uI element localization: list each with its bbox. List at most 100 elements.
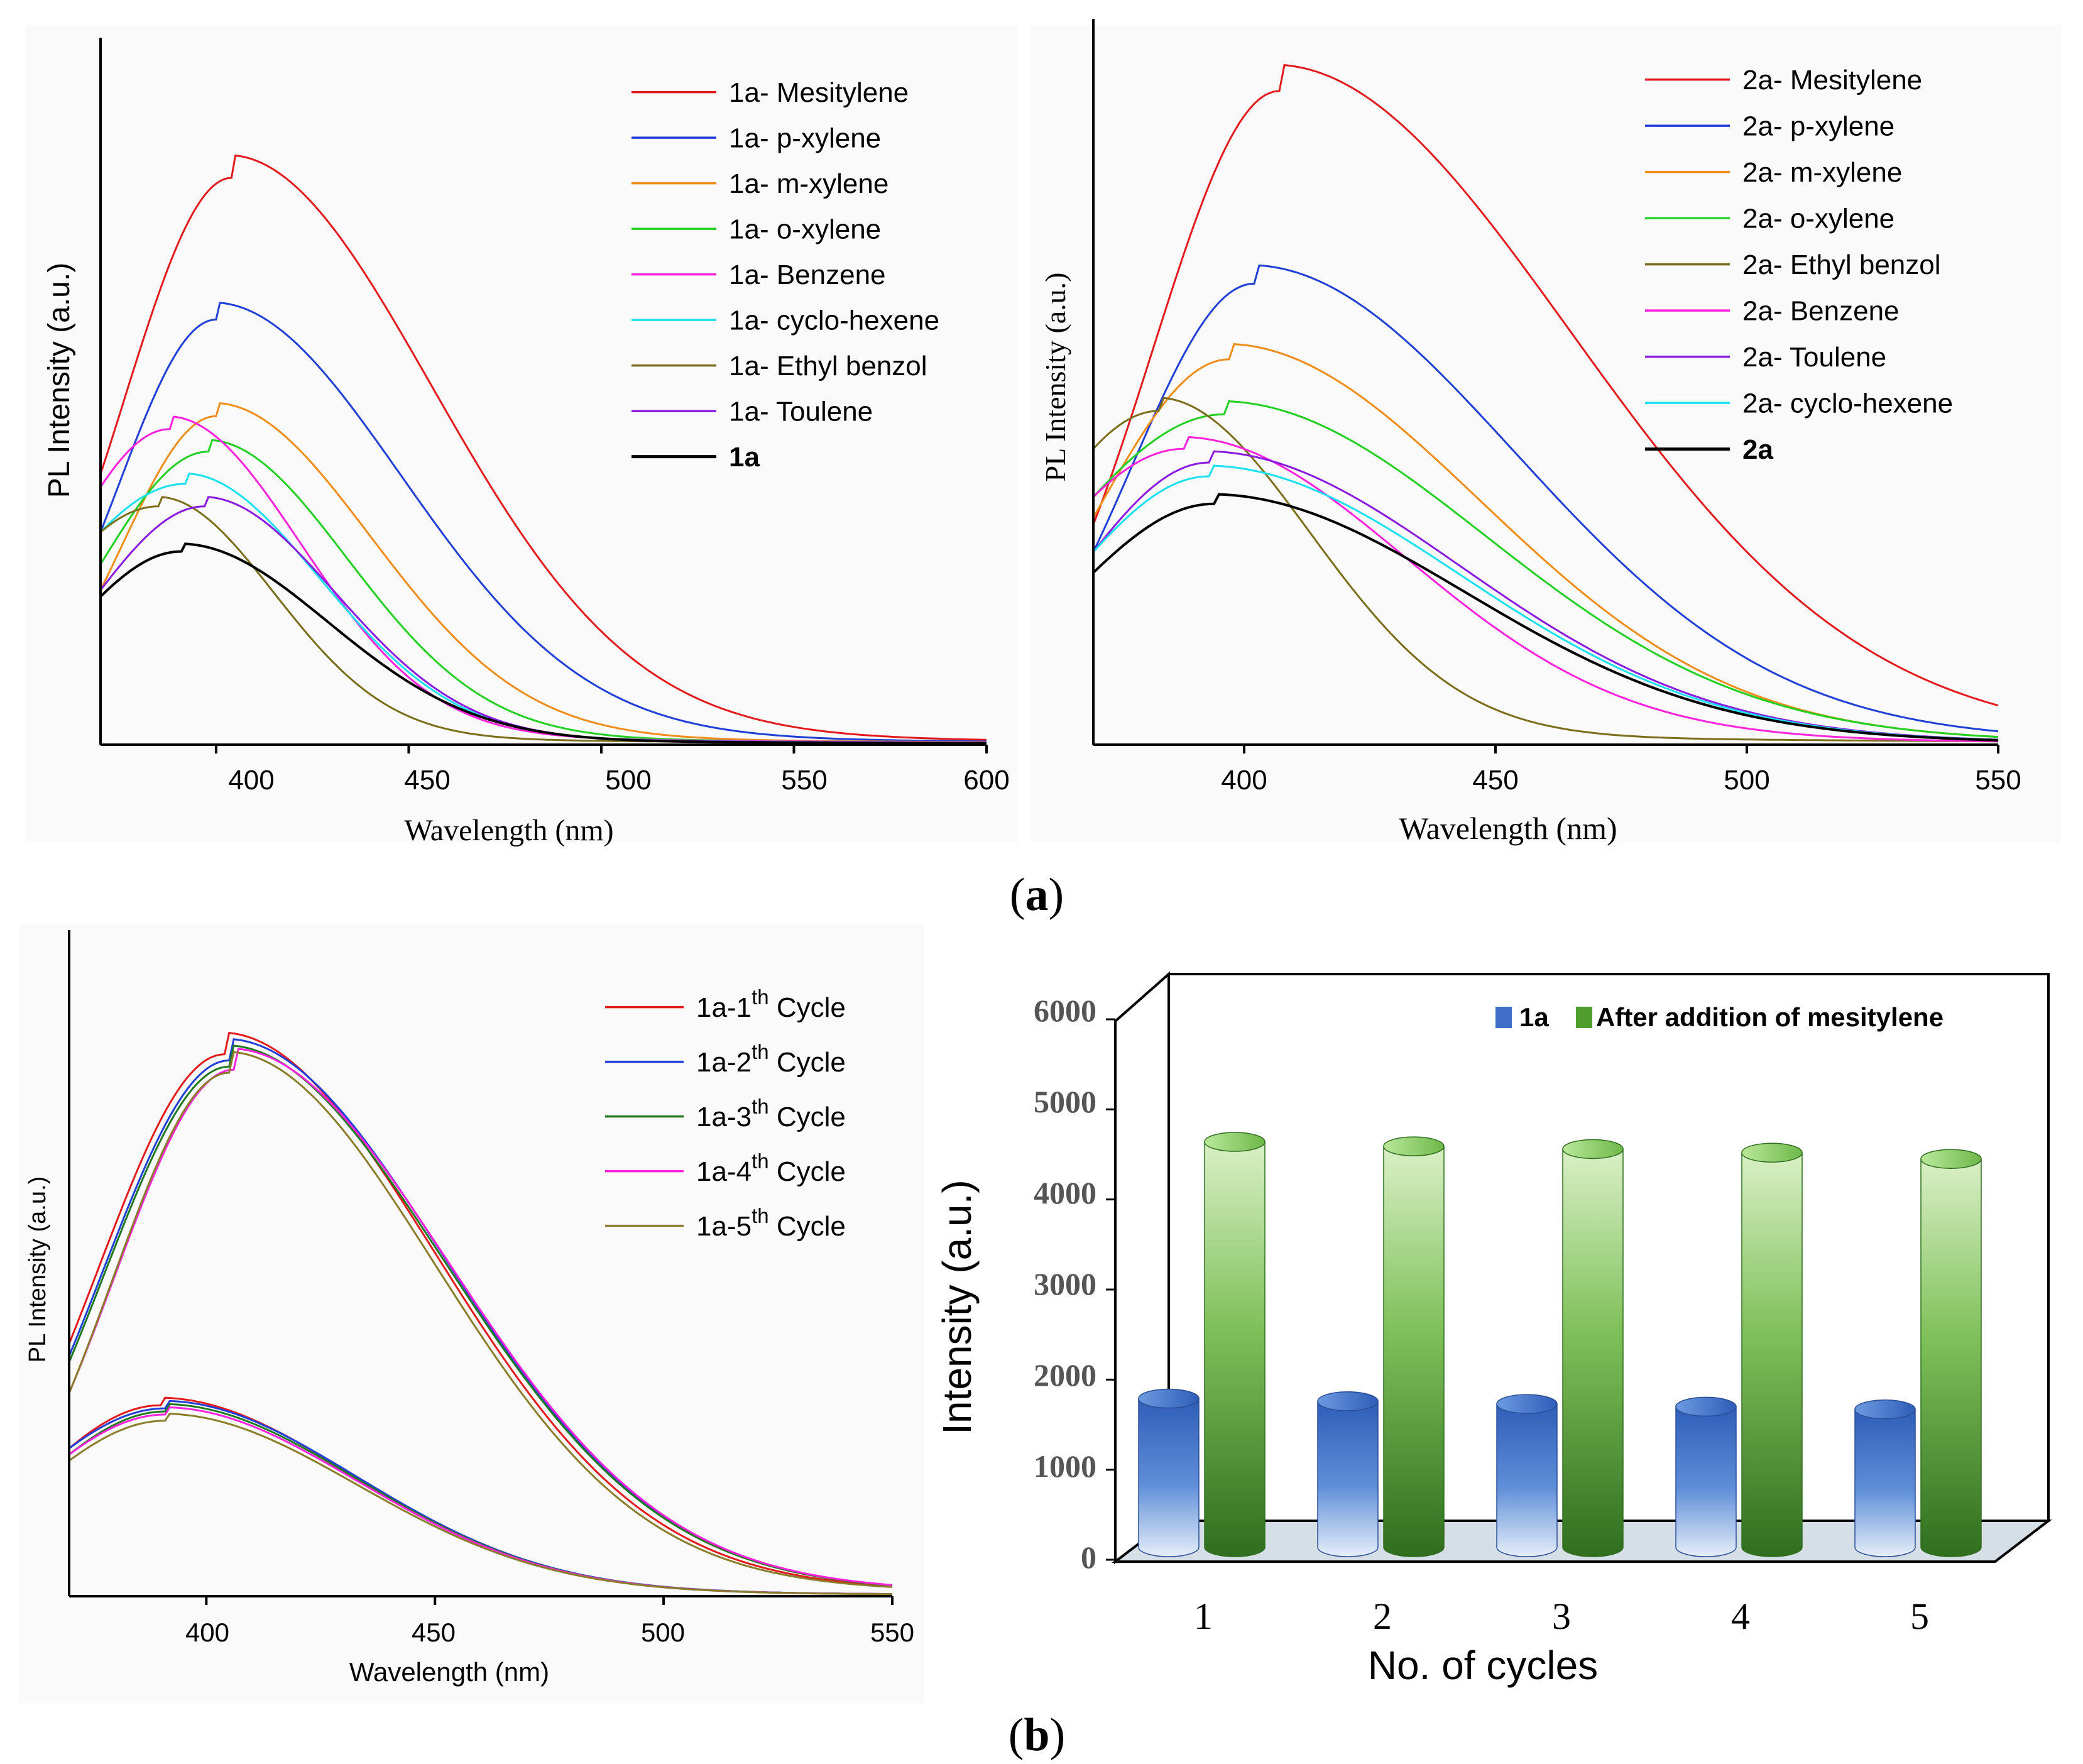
plot3-legend-name: 1a-2 <box>696 1047 752 1078</box>
plot3-tick-label: 450 <box>412 1618 456 1647</box>
plot3-series-line <box>68 1031 893 1587</box>
plot3-tick-label: 550 <box>870 1618 914 1647</box>
plot4-bar-mesitylene-top <box>1920 1149 1982 1169</box>
plot4-bar-mesitylene-top <box>1741 1142 1803 1163</box>
plot1-series-line <box>99 542 987 745</box>
plot4-bar-mesitylene <box>1383 1146 1445 1557</box>
plot3-legend-sup: th <box>752 1204 769 1227</box>
caption-b: (b) <box>1009 1709 1065 1761</box>
plot1-legend-label: 1a <box>729 442 760 473</box>
plot1-tick-label: 450 <box>404 765 450 796</box>
plot3-legend-name: 1a-1 <box>696 992 752 1023</box>
plot4-legend-label-mesitylene: After addition of mesitylene <box>1596 1002 1944 1032</box>
plot3-y-label: PL Intensity (a.u.) <box>25 1176 51 1362</box>
plot3-legend-sup: th <box>752 1149 769 1173</box>
plot3-legend-suffix: Cycle <box>769 1156 846 1187</box>
plot4-bar-1a-top <box>1138 1388 1200 1409</box>
plot3-legend-name: 1a-5 <box>696 1211 752 1242</box>
plot1-legend: 1a- Mesitylene 1a- p-xylene 1a- m-xylene 1a… <box>631 77 939 473</box>
plot4-bar-1a <box>1138 1398 1200 1557</box>
plot4-bar-mesitylene <box>1204 1141 1266 1557</box>
plot1-chart: 400 450 500 550 600 Wavelength (nm) PL I… <box>25 25 1018 847</box>
plot4-y-tick-label: 6000 <box>1034 993 1096 1028</box>
plot2-chart: 400 450 500 550 Wavelength (nm) PL Inten… <box>1031 19 2061 846</box>
plot1-legend-label: 1a- Mesitylene <box>729 77 909 108</box>
plot1-tick-label: 550 <box>781 765 827 796</box>
plot1-series-line <box>99 154 987 741</box>
plot3-legend-name: 1a-3 <box>696 1102 752 1132</box>
plot2-legend-label: 2a- cyclo-hexene <box>1742 388 1953 419</box>
plot1-tick-label: 400 <box>228 765 274 796</box>
plot2-background <box>1031 25 2061 842</box>
plot4-category-label: 5 <box>1910 1596 1929 1637</box>
plot1-series-line <box>99 302 987 743</box>
plot1-y-label: PL Intensity (a.u.) <box>43 263 76 498</box>
plot2-legend-label: 2a- m-xylene <box>1742 157 1902 188</box>
plot3-legend-label: 1a-3th Cycle <box>696 1095 846 1132</box>
plot3-tick-label: 500 <box>641 1618 685 1647</box>
plot4-legend-swatch-mesitylene <box>1576 1007 1592 1028</box>
plot4-bar-1a-top <box>1675 1396 1737 1417</box>
plot4-chart: 0 1000 2000 3000 4000 5000 6000 1 2 3 4 … <box>934 971 2052 1688</box>
plot2-legend-label: 2a- Ethyl benzol <box>1742 249 1941 280</box>
plot3-legend-label: 1a-5th Cycle <box>696 1204 846 1242</box>
plot4-bar-1a <box>1317 1401 1379 1557</box>
plot1-legend-label: 1a- cyclo-hexene <box>729 305 939 336</box>
plot4-bar-1a-top <box>1854 1399 1916 1420</box>
plot1-curves <box>99 154 987 745</box>
plot2-y-label: PL Intensity (a.u.) <box>1039 272 1071 481</box>
plot3-tick-label: 400 <box>185 1618 229 1647</box>
plot4-bar-mesitylene-top <box>1204 1132 1266 1152</box>
plot1-legend-label: 1a- Toulene <box>729 397 873 427</box>
plot3-legend-name: 1a-4 <box>696 1156 752 1187</box>
plot1-background <box>25 25 1018 842</box>
plot1-x-label: Wavelength (nm) <box>404 814 613 847</box>
plot1-legend-label: 1a- p-xylene <box>729 123 881 154</box>
caption-a: (a) <box>1010 869 1064 921</box>
plot3-x-ticks <box>205 1596 894 1605</box>
plot3-chart: 400 450 500 550 Wavelength (nm) PL Inten… <box>19 924 924 1703</box>
plot4-y-tick-label: 2000 <box>1034 1357 1096 1393</box>
plot4-bar-mesitylene <box>1562 1148 1624 1557</box>
plot3-series-line <box>68 1051 893 1588</box>
plot3-legend-suffix: Cycle <box>769 1211 846 1242</box>
plot3-legend-suffix: Cycle <box>769 1102 846 1132</box>
plot3-legend-sup: th <box>752 985 769 1009</box>
plot3-series-line <box>68 1413 892 1596</box>
plot3-curves <box>68 1031 893 1596</box>
plot1-legend-label: 1a- Benzene <box>729 260 886 290</box>
plot4-bar-1a-top <box>1317 1391 1379 1411</box>
caption-b-letter: b <box>1024 1709 1049 1761</box>
plot4-bar-mesitylene <box>1920 1158 1982 1557</box>
plot4-bar-1a-top <box>1496 1394 1558 1414</box>
plot4-y-tick-label: 1000 <box>1034 1449 1096 1484</box>
plot4-category-label: 4 <box>1731 1596 1750 1637</box>
plot3-legend-sup: th <box>752 1040 769 1063</box>
plot2-legend-label: 2a- Mesitylene <box>1742 65 1922 96</box>
plot4-legend-swatch-1a <box>1495 1007 1512 1028</box>
plot3-legend-suffix: Cycle <box>769 1047 846 1078</box>
plot3-legend-suffix: Cycle <box>769 992 846 1023</box>
plot4-bar-1a <box>1675 1406 1737 1557</box>
plot1-tick-label: 600 <box>963 765 1009 796</box>
plot2-x-label: Wavelength (nm) <box>1399 811 1617 846</box>
plot4-bar-mesitylene-top <box>1562 1139 1624 1159</box>
plot4-category-label: 1 <box>1194 1596 1213 1637</box>
plot2-legend-label: 2a <box>1742 434 1773 465</box>
plot4-bars <box>1138 1132 1982 1557</box>
caption-a-letter: a <box>1025 869 1049 921</box>
plot1-legend-label: 1a- o-xylene <box>729 214 881 245</box>
plot2-legend-label: 2a- Benzene <box>1742 296 1900 327</box>
plot4-legend-label-1a: 1a <box>1519 1002 1549 1032</box>
plot2-legend-label: 2a- o-xylene <box>1742 204 1894 234</box>
plot4-y-tick-label: 5000 <box>1034 1084 1096 1119</box>
plot4-y-ticks <box>1106 1018 1115 1561</box>
plot3-legend-label: 1a-4th Cycle <box>696 1149 846 1187</box>
plot4-bar-1a <box>1496 1403 1558 1557</box>
plot2-tick-label: 550 <box>1975 765 2021 796</box>
plot2-series-line <box>1092 63 1999 707</box>
plot2-legend-label: 2a- p-xylene <box>1742 111 1894 142</box>
plot4-y-tick-label: 4000 <box>1034 1175 1096 1210</box>
